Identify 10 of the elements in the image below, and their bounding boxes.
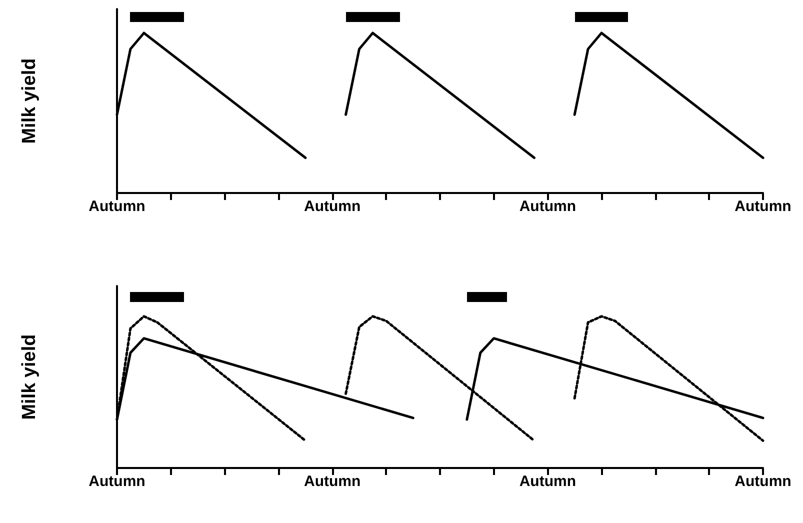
y-axis-title: Milk yield: [19, 58, 40, 144]
x-tick-label: Autumn: [519, 473, 576, 490]
x-tick-label: Autumn: [519, 198, 576, 215]
y-axis-title: Milk yield: [19, 334, 40, 420]
x-tick-label: Autumn: [734, 473, 792, 490]
x-tick-label: Autumn: [88, 198, 146, 215]
x-tick-label: Autumn: [734, 198, 792, 215]
x-tick-label: Autumn: [88, 473, 146, 490]
x-tick-label: Autumn: [304, 473, 361, 490]
x-tick-label: Autumn: [304, 198, 361, 215]
